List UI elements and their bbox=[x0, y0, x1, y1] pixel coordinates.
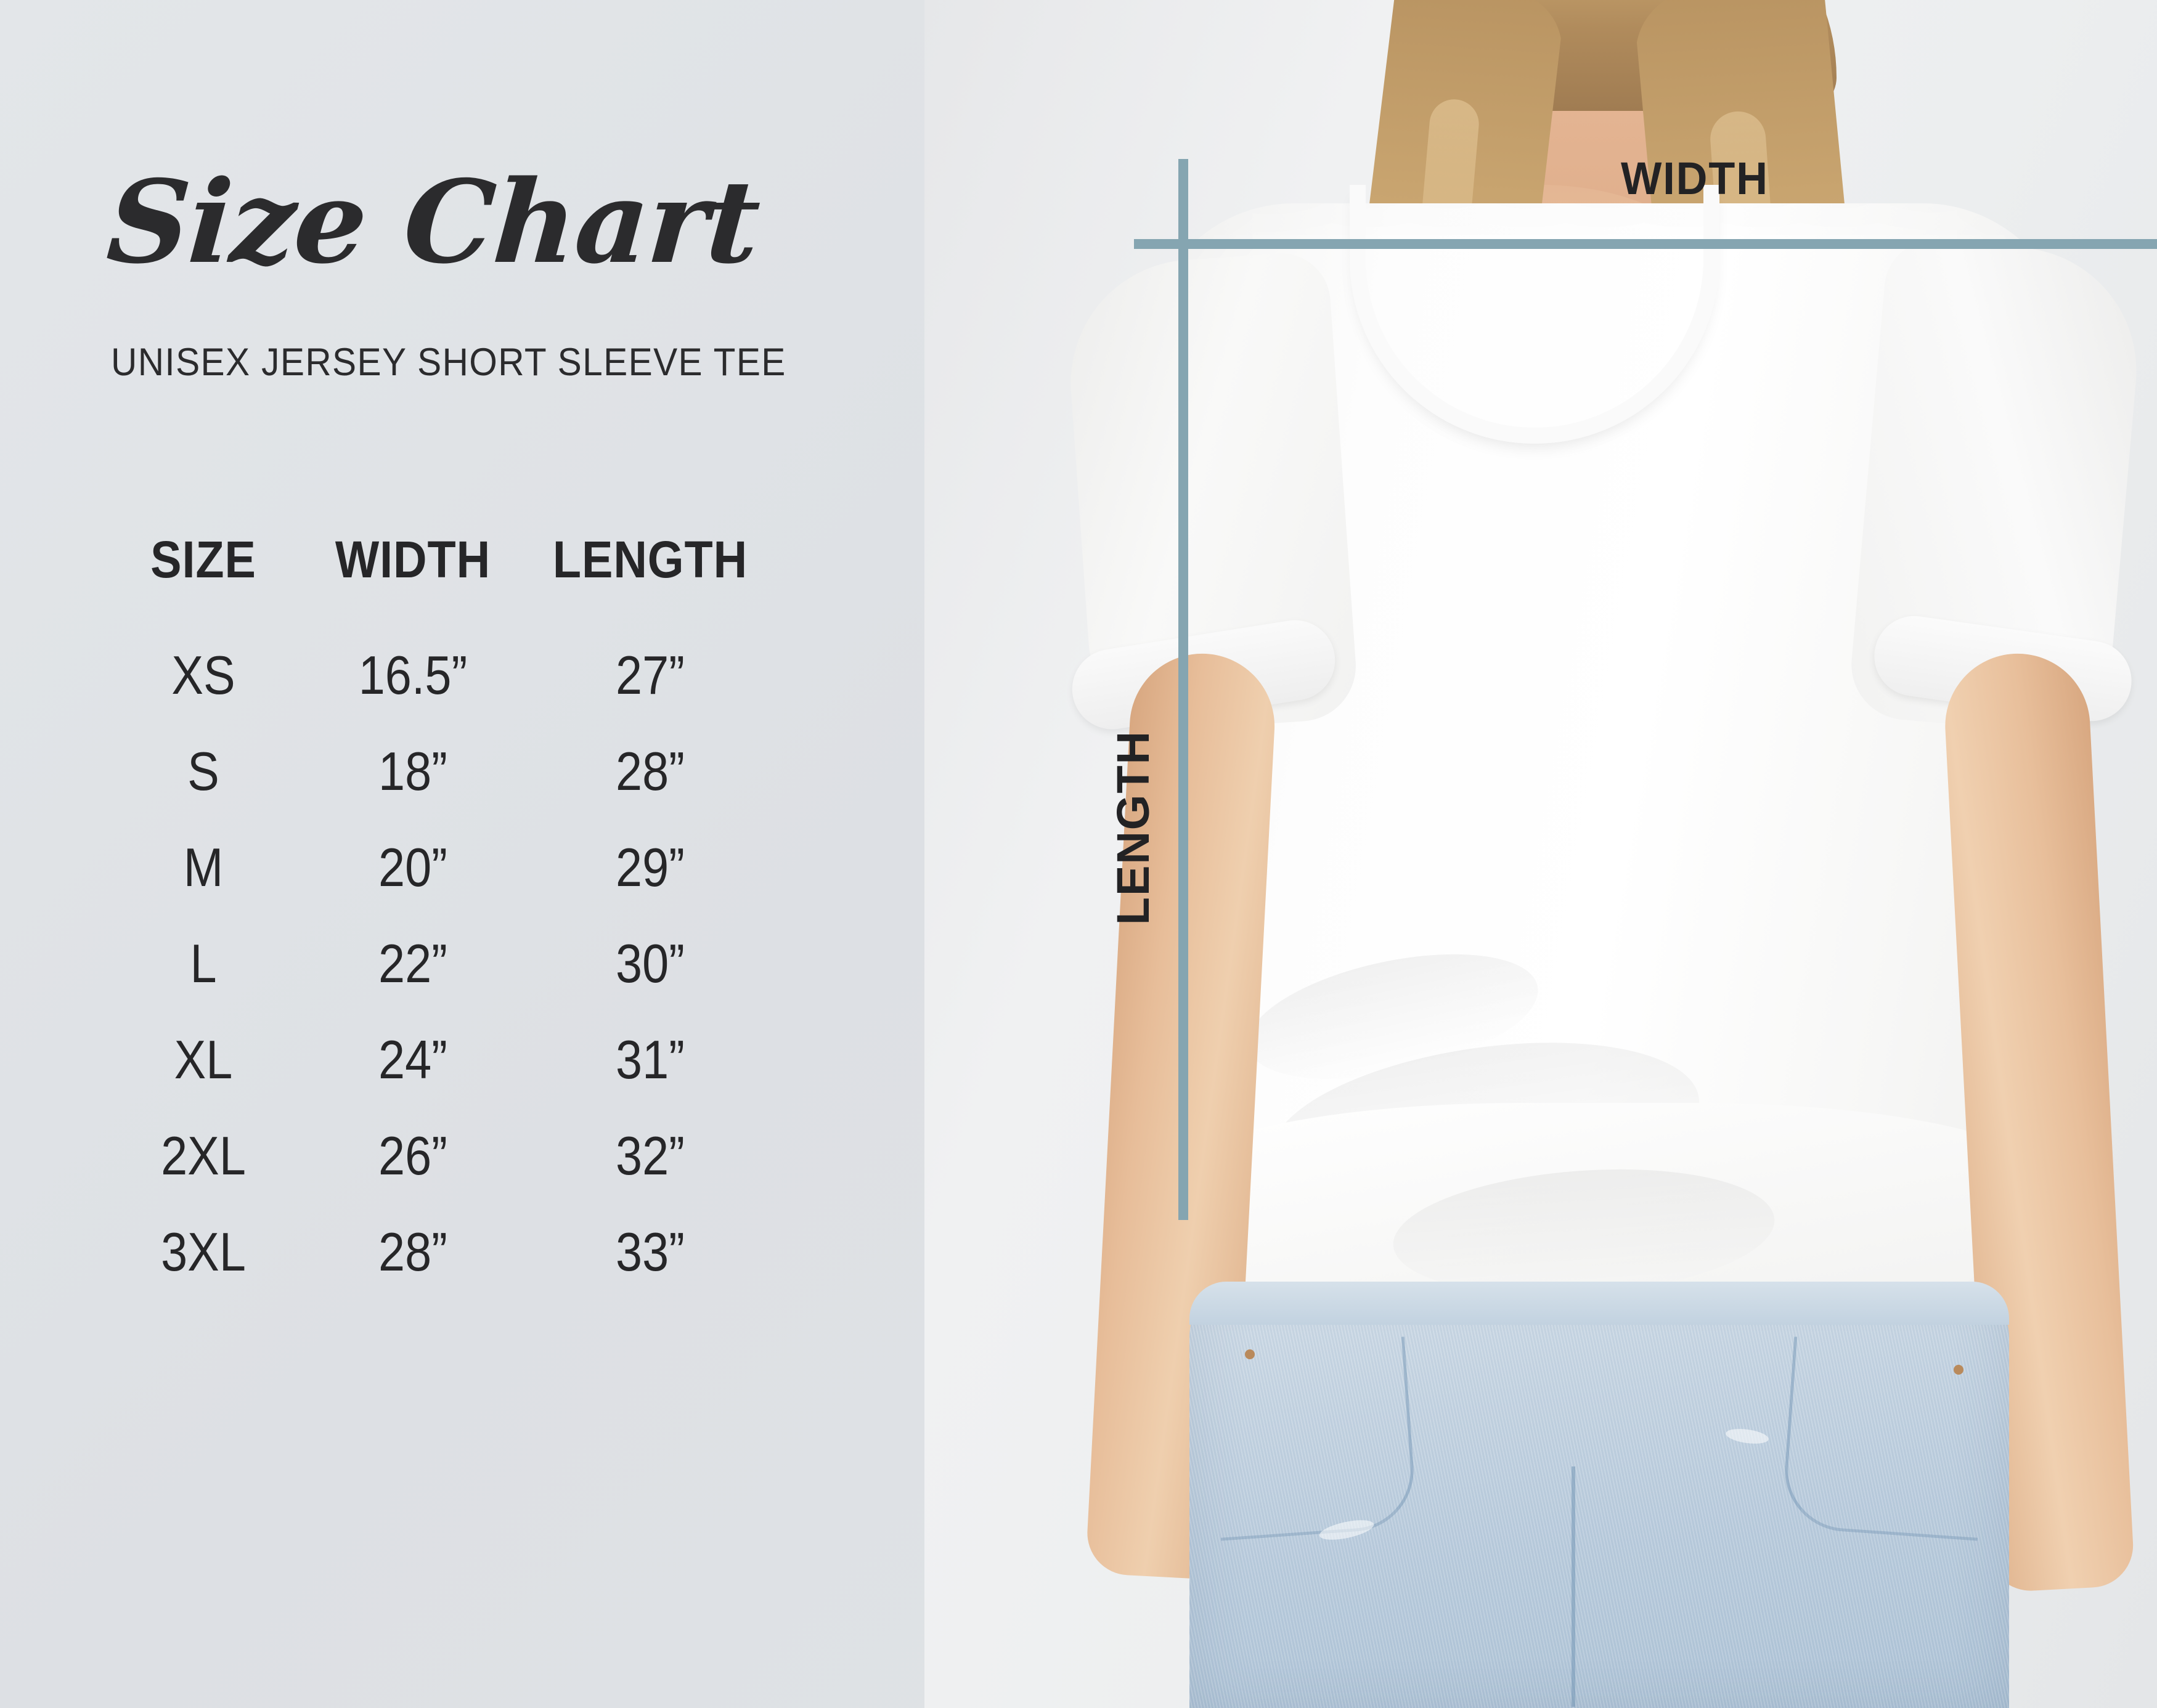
column-header-length: LENGTH bbox=[552, 531, 748, 588]
cell-length: 31” bbox=[616, 1029, 685, 1090]
cell-size: 2XL bbox=[161, 1125, 246, 1186]
column-header-size: SIZE bbox=[150, 531, 256, 588]
size-table: SIZE WIDTH LENGTH XS 16.5” 27” S 18” 28”… bbox=[111, 530, 838, 1317]
denim-rivet bbox=[1954, 1365, 1963, 1375]
cell-width: 24” bbox=[378, 1029, 447, 1090]
info-panel: Size Chart UNISEX JERSEY SHORT SLEEVE TE… bbox=[0, 0, 924, 1708]
length-measure-line bbox=[1178, 159, 1188, 1220]
page-title: Size Chart bbox=[103, 155, 764, 289]
table-row: 3XL 28” 33” bbox=[111, 1221, 838, 1283]
denim-rivet bbox=[1245, 1349, 1255, 1359]
table-row: XS 16.5” 27” bbox=[111, 644, 838, 707]
denim-jeans bbox=[1189, 1282, 2009, 1708]
column-header-width: WIDTH bbox=[335, 531, 491, 588]
length-label: LENGTH bbox=[1107, 730, 1159, 925]
cell-length: 27” bbox=[616, 645, 685, 706]
cell-length: 30” bbox=[616, 933, 685, 994]
cell-size: 3XL bbox=[161, 1221, 246, 1282]
denim-texture bbox=[1189, 1282, 2009, 1708]
cell-width: 16.5” bbox=[358, 645, 468, 706]
cell-width: 18” bbox=[378, 741, 447, 802]
cell-width: 26” bbox=[378, 1125, 447, 1186]
table-row: XL 24” 31” bbox=[111, 1028, 838, 1091]
denim-waistband bbox=[1189, 1282, 2009, 1325]
cell-size: S bbox=[187, 741, 219, 802]
cell-length: 33” bbox=[616, 1221, 685, 1282]
page-subtitle: UNISEX JERSEY SHORT SLEEVE TEE bbox=[111, 341, 786, 384]
table-header-row: SIZE WIDTH LENGTH bbox=[111, 530, 838, 590]
table-row: 2XL 26” 32” bbox=[111, 1124, 838, 1187]
table-row: L 22” 30” bbox=[111, 932, 838, 995]
cell-length: 29” bbox=[616, 837, 685, 898]
cell-size: M bbox=[183, 837, 224, 898]
cell-size: XS bbox=[171, 645, 235, 706]
cell-width: 20” bbox=[378, 837, 447, 898]
cell-size: L bbox=[190, 933, 217, 994]
width-measure-line bbox=[1134, 239, 2157, 249]
denim-fly-seam bbox=[1572, 1466, 1575, 1707]
table-row: S 18” 28” bbox=[111, 740, 838, 803]
width-label: WIDTH bbox=[1621, 153, 1769, 204]
cell-width: 28” bbox=[378, 1221, 447, 1282]
product-photo: WIDTH LENGTH bbox=[924, 0, 2157, 1708]
denim-pocket-left bbox=[1207, 1336, 1418, 1541]
cell-length: 28” bbox=[616, 741, 685, 802]
table-row: M 20” 29” bbox=[111, 836, 838, 899]
table-body: XS 16.5” 27” S 18” 28” M 20” 29” L 22” bbox=[111, 644, 838, 1283]
cell-length: 32” bbox=[616, 1125, 685, 1186]
cell-width: 22” bbox=[378, 933, 447, 994]
cell-size: XL bbox=[174, 1029, 233, 1090]
